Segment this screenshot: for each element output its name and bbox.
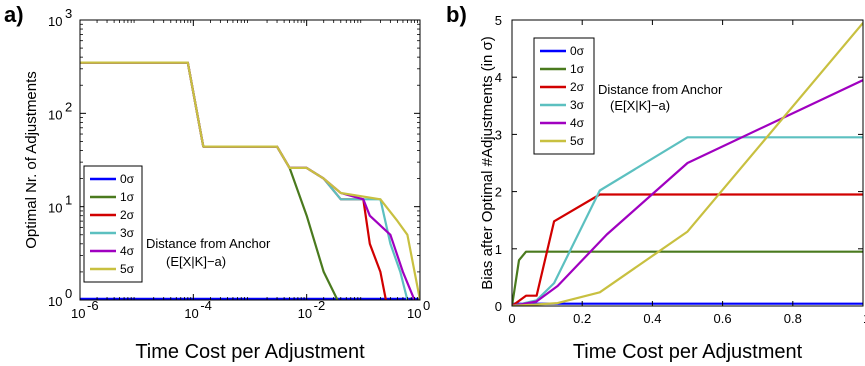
y-tick-exp: 3 xyxy=(65,6,72,21)
panel-letter: b) xyxy=(446,2,467,27)
legend-entry-2: 2σ xyxy=(570,80,585,94)
x-tick-label: 10-4 xyxy=(184,298,212,321)
y-tick-label: 101 xyxy=(48,193,72,216)
annotation-line-1: Distance from Anchor xyxy=(598,82,723,97)
annotation-line-2: (E[X|K]−a) xyxy=(166,254,226,269)
x-tick-label: 0.4 xyxy=(643,311,661,326)
legend-entry-1: 1σ xyxy=(570,62,585,76)
legend-entry-3: 3σ xyxy=(120,226,135,240)
y-tick-label: 102 xyxy=(48,99,72,122)
x-tick-label: 100 xyxy=(407,298,430,321)
legend-box xyxy=(533,37,595,155)
annotation-line-1: Distance from Anchor xyxy=(146,236,271,251)
plot-frame xyxy=(79,19,421,301)
y-axis-label: Optimal Nr. of Adjustments xyxy=(23,71,40,249)
x-axis-label: Time Cost per Adjustment xyxy=(573,341,803,363)
y-tick-label: 2 xyxy=(495,185,502,200)
x-axis-label: Time Cost per Adjustment xyxy=(135,341,365,363)
legend-entry-0: 0σ xyxy=(120,172,135,186)
y-tick-label: 4 xyxy=(495,70,502,85)
x-tick-label: 1 xyxy=(863,311,865,326)
legend-entry-3: 3σ xyxy=(570,98,585,112)
x-tick-base: 10 xyxy=(407,306,421,321)
y-tick-base: 10 xyxy=(48,201,62,216)
x-tick-base: 10 xyxy=(298,306,312,321)
y-axis-label: Bias after Optimal #Adjustments (in σ) xyxy=(479,36,496,290)
y-tick-exp: 1 xyxy=(65,193,72,208)
series-group xyxy=(512,22,863,306)
y-tick-base: 10 xyxy=(48,107,62,122)
series-line-2 xyxy=(512,193,863,306)
series-line-5 xyxy=(512,22,863,306)
plot-frame xyxy=(511,19,864,307)
x-tick-exp: -6 xyxy=(87,298,99,313)
y-tick-base: 10 xyxy=(48,294,62,309)
y-tick-label: 1 xyxy=(495,242,502,257)
panel-letter: a) xyxy=(4,2,24,27)
y-tick-exp: 2 xyxy=(65,99,72,114)
y-tick-exp: 0 xyxy=(65,286,72,301)
x-tick-exp: -2 xyxy=(314,298,326,313)
series-line-4 xyxy=(512,79,863,306)
x-tick-label: 10-6 xyxy=(71,298,99,321)
x-tick-base: 10 xyxy=(71,306,85,321)
legend-entry-0: 0σ xyxy=(570,44,585,58)
legend-entry-1: 1σ xyxy=(120,190,135,204)
legend-box xyxy=(83,165,143,283)
x-tick-base: 10 xyxy=(184,306,198,321)
y-tick-label: 5 xyxy=(495,13,502,28)
x-tick-exp: -4 xyxy=(200,298,212,313)
x-tick-exp: 0 xyxy=(423,298,430,313)
y-tick-label: 100 xyxy=(48,286,72,309)
y-tick-base: 10 xyxy=(48,14,62,29)
y-tick-label: 0 xyxy=(495,299,502,314)
x-tick-label: 0.2 xyxy=(573,311,591,326)
panel-b: 0 0.2 0.4 0.6 0.8 1 0 1 2 3 4 5 Time Cost per Adjust… xyxy=(446,2,865,363)
x-tick-label: 0.6 xyxy=(714,311,732,326)
legend-entry-4: 4σ xyxy=(570,116,585,130)
legend: 0σ 1σ 2σ 3σ 4σ 5σ xyxy=(83,165,143,283)
x-tick-label: 0 xyxy=(508,311,515,326)
series-line-1 xyxy=(512,250,863,306)
legend-entry-5: 5σ xyxy=(120,262,135,276)
legend: 0σ 1σ 2σ 3σ 4σ 5σ xyxy=(533,37,595,155)
legend-entry-2: 2σ xyxy=(120,208,135,222)
legend-entry-5: 5σ xyxy=(570,134,585,148)
y-tick-label: 103 xyxy=(48,6,72,29)
legend-entry-4: 4σ xyxy=(120,244,135,258)
x-tick-label: 0.8 xyxy=(784,311,802,326)
annotation-line-2: (E[X|K]−a) xyxy=(610,98,670,113)
series-group xyxy=(80,61,420,300)
x-tick-label: 10-2 xyxy=(298,298,326,321)
series-line-5 xyxy=(80,61,420,300)
y-tick-label: 3 xyxy=(495,127,502,142)
